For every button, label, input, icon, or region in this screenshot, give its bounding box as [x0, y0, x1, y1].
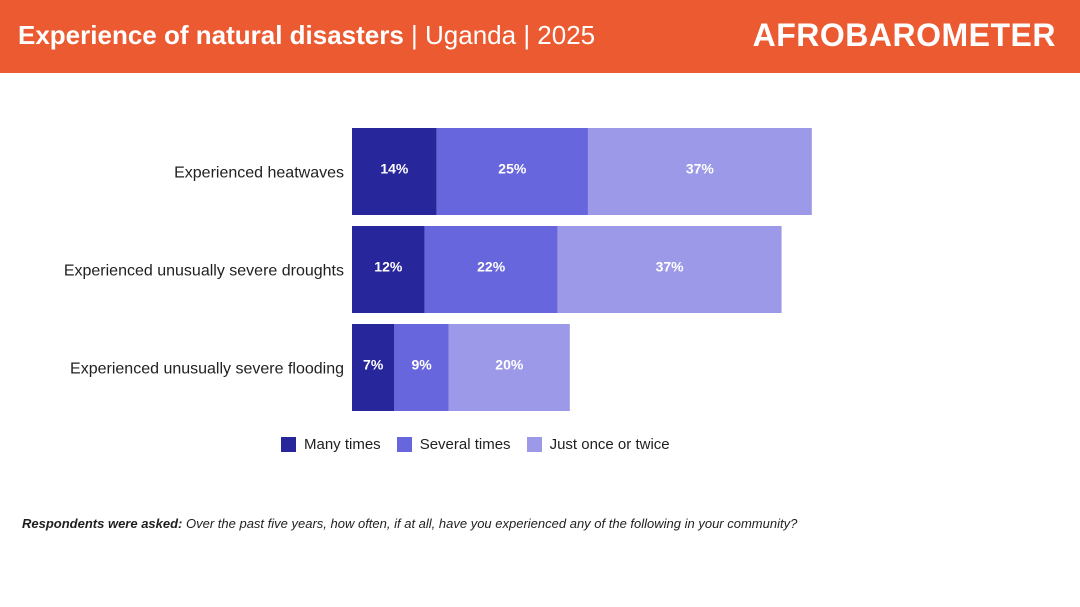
bar-segment: [352, 128, 437, 215]
data-label: 25%: [498, 161, 527, 177]
bar-segment: [352, 226, 425, 313]
header-banner: Experience of natural disasters | Uganda…: [0, 0, 1080, 73]
category-label: Experienced unusually severe droughts: [64, 263, 344, 280]
legend-item-several-times: Several times: [396, 436, 511, 453]
data-label: 37%: [686, 161, 715, 177]
data-label: 14%: [380, 161, 409, 177]
bar-segment: [436, 128, 588, 215]
title-main: Experience of natural disasters: [18, 20, 404, 50]
data-label: 37%: [656, 259, 685, 275]
afrobarometer-logo: AFROBAROMETER: [752, 17, 1056, 53]
data-label: 7%: [363, 357, 384, 373]
bar-segment: [424, 226, 558, 313]
legend-item-just-once-or-twice: Just once or twice: [526, 436, 670, 453]
legend-label: Many times: [304, 436, 381, 453]
data-label: 22%: [477, 259, 506, 275]
bar-segment: [587, 128, 812, 215]
survey-question-footnote: Respondents were asked: Over the past fi…: [22, 516, 797, 531]
data-label: 20%: [495, 357, 524, 373]
legend: Many times Several times Just once or tw…: [0, 436, 1080, 453]
legend-swatch: [526, 437, 542, 452]
title-sub: | Uganda | 2025: [403, 20, 596, 50]
data-label: 12%: [374, 259, 403, 275]
footnote-lead: Respondents were asked:: [22, 516, 183, 531]
legend-swatch: [396, 437, 412, 452]
data-label: 9%: [411, 357, 432, 373]
stacked-bar-chart: Experienced heatwaves 14% 25% 37% Experience…: [64, 128, 812, 411]
footnote-text: Over the past five years, how often, if …: [182, 516, 798, 531]
legend-swatch: [281, 437, 296, 452]
legend-item-many-times: Many times: [281, 436, 381, 453]
category-label: Experienced unusually severe flooding: [70, 361, 344, 378]
page-title: Experience of natural disasters | Uganda…: [18, 20, 595, 51]
bar-segment: [557, 226, 782, 313]
bar-segment: [352, 324, 395, 411]
bar-segment: [394, 324, 449, 411]
bar-segment: [448, 324, 570, 411]
category-label: Experienced heatwaves: [174, 165, 344, 182]
legend-label: Just once or twice: [549, 436, 670, 453]
legend-label: Several times: [419, 436, 511, 453]
